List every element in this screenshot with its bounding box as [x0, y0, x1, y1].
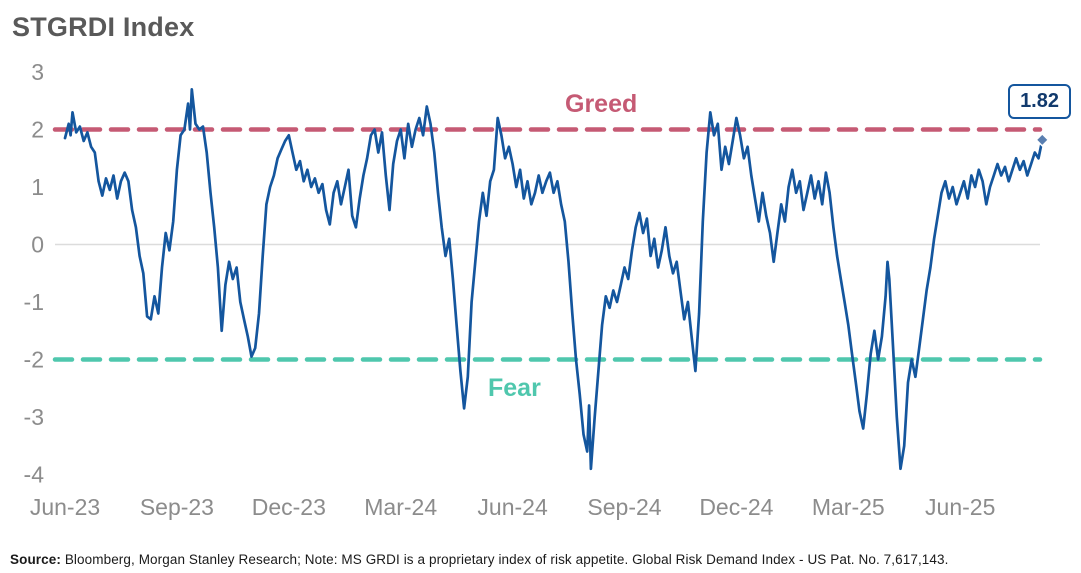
svg-text:-4: -4 — [24, 462, 45, 488]
svg-text:Sep-23: Sep-23 — [140, 494, 214, 520]
fear-zone-label: Fear — [488, 374, 541, 402]
source-text: Bloomberg, Morgan Stanley Research; Note… — [60, 552, 949, 567]
source-footnote: Source: Bloomberg, Morgan Stanley Resear… — [10, 552, 948, 567]
svg-text:0: 0 — [31, 232, 44, 258]
svg-text:1: 1 — [31, 174, 44, 200]
svg-text:2: 2 — [31, 117, 44, 143]
greed-zone-label: Greed — [565, 90, 638, 118]
svg-text:Jun-24: Jun-24 — [477, 494, 548, 520]
svg-text:3: 3 — [31, 59, 44, 85]
svg-text:Sep-24: Sep-24 — [587, 494, 661, 520]
svg-text:-2: -2 — [24, 347, 44, 373]
svg-text:Jun-25: Jun-25 — [925, 494, 995, 520]
svg-text:Dec-24: Dec-24 — [699, 494, 773, 520]
last-value-callout: 1.82 — [1008, 84, 1071, 119]
svg-text:Jun-23: Jun-23 — [30, 494, 100, 520]
svg-text:Dec-23: Dec-23 — [252, 494, 326, 520]
svg-text:-1: -1 — [24, 289, 44, 315]
svg-text:-3: -3 — [24, 404, 44, 430]
source-label: Source: — [10, 552, 61, 567]
svg-text:Mar-24: Mar-24 — [364, 494, 437, 520]
chart-title: STGRDI Index — [12, 12, 195, 42]
svg-text:Mar-25: Mar-25 — [812, 494, 885, 520]
